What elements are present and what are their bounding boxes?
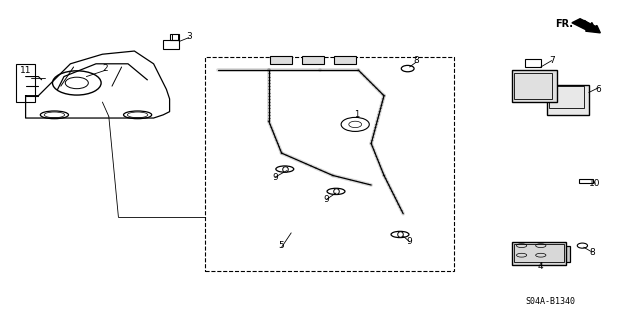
- Bar: [514, 244, 564, 262]
- Bar: [334, 56, 356, 64]
- Text: 4: 4: [538, 262, 543, 271]
- Bar: [512, 70, 557, 102]
- Text: 3: 3: [186, 32, 191, 41]
- Text: 1: 1: [355, 110, 360, 119]
- Ellipse shape: [40, 111, 68, 119]
- Bar: [549, 86, 584, 108]
- Text: 9: 9: [324, 195, 329, 204]
- Text: 9: 9: [407, 237, 412, 246]
- Bar: [525, 59, 541, 67]
- Bar: [547, 85, 589, 115]
- Bar: [163, 40, 179, 49]
- Text: 2: 2: [103, 64, 108, 73]
- Text: 8: 8: [413, 56, 419, 65]
- Bar: [514, 73, 552, 99]
- Text: 6: 6: [596, 85, 601, 94]
- Bar: [512, 242, 566, 265]
- Text: 10: 10: [589, 179, 601, 188]
- Bar: [579, 179, 593, 183]
- Ellipse shape: [341, 117, 369, 131]
- Bar: [534, 246, 566, 255]
- Ellipse shape: [401, 65, 414, 72]
- Bar: [170, 34, 179, 40]
- Text: 9: 9: [273, 173, 278, 182]
- Ellipse shape: [327, 188, 345, 195]
- Ellipse shape: [276, 166, 294, 172]
- Ellipse shape: [52, 71, 101, 95]
- Text: S04A-B1340: S04A-B1340: [525, 297, 575, 306]
- Text: 8: 8: [589, 248, 595, 256]
- Bar: [302, 56, 324, 64]
- Ellipse shape: [577, 243, 588, 248]
- Bar: [531, 246, 570, 262]
- Text: 11: 11: [20, 66, 31, 75]
- Ellipse shape: [391, 231, 409, 238]
- Text: 5: 5: [279, 241, 284, 250]
- Bar: [16, 64, 35, 102]
- Text: FR.: FR.: [555, 19, 573, 29]
- Text: 7: 7: [549, 56, 554, 65]
- Bar: [270, 56, 292, 64]
- Bar: [205, 57, 454, 271]
- Ellipse shape: [124, 111, 152, 119]
- FancyArrow shape: [572, 19, 600, 33]
